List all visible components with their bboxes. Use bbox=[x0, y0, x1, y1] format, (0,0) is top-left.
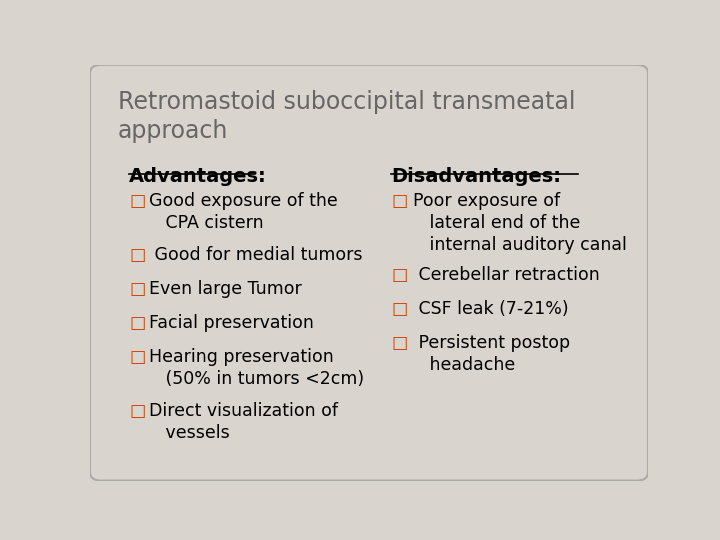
Text: Direct visualization of
   vessels: Direct visualization of vessels bbox=[148, 402, 338, 442]
Text: □: □ bbox=[129, 314, 145, 332]
Text: □: □ bbox=[392, 266, 408, 284]
Text: Facial preservation: Facial preservation bbox=[148, 314, 313, 332]
Text: CSF leak (7-21%): CSF leak (7-21%) bbox=[413, 300, 568, 318]
Text: Hearing preservation
   (50% in tumors <2cm): Hearing preservation (50% in tumors <2cm… bbox=[148, 348, 364, 388]
Text: Cerebellar retraction: Cerebellar retraction bbox=[413, 266, 599, 284]
Text: Disadvantages:: Disadvantages: bbox=[392, 167, 562, 186]
Text: Advantages:: Advantages: bbox=[129, 167, 267, 186]
Text: □: □ bbox=[129, 280, 145, 298]
Text: □: □ bbox=[129, 402, 145, 420]
Text: □: □ bbox=[129, 246, 145, 264]
Text: □: □ bbox=[392, 334, 408, 352]
Text: □: □ bbox=[392, 192, 408, 210]
Text: Good for medial tumors: Good for medial tumors bbox=[148, 246, 362, 264]
Text: □: □ bbox=[392, 300, 408, 318]
Text: □: □ bbox=[129, 348, 145, 366]
Text: Even large Tumor: Even large Tumor bbox=[148, 280, 302, 298]
Text: Poor exposure of
   lateral end of the
   internal auditory canal: Poor exposure of lateral end of the inte… bbox=[413, 192, 626, 254]
Text: Retromastoid suboccipital transmeatal
approach: Retromastoid suboccipital transmeatal ap… bbox=[118, 90, 575, 144]
Text: Good exposure of the
   CPA cistern: Good exposure of the CPA cistern bbox=[148, 192, 338, 232]
Text: Persistent postop
   headache: Persistent postop headache bbox=[413, 334, 570, 374]
Text: □: □ bbox=[129, 192, 145, 210]
FancyBboxPatch shape bbox=[90, 65, 648, 481]
